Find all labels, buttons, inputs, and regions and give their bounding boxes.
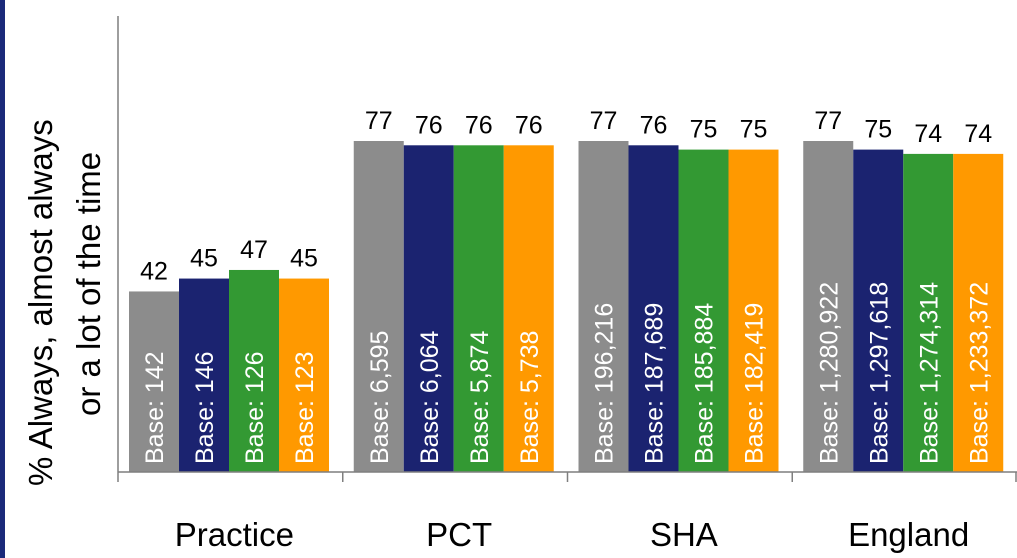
bar-value-label: 74 <box>964 120 992 148</box>
bar-base-label: Base: 185,884 <box>691 303 719 464</box>
bar-base-label: Base: 126 <box>241 351 269 464</box>
bar <box>803 141 854 472</box>
bar <box>403 145 454 472</box>
bar <box>628 145 679 472</box>
bar <box>953 153 1004 472</box>
x-axis-category-label: England <box>848 516 969 553</box>
bar-value-label: 76 <box>465 111 493 139</box>
bar-value-label: 77 <box>365 107 393 135</box>
bar <box>578 141 629 472</box>
labels-layer: 42 Base: 142 45 Base: 146 47 Base: 126 45 Base:… <box>140 107 993 553</box>
bar <box>853 149 904 472</box>
x-axis-category-label: Practice <box>175 516 294 553</box>
bar-base-label: Base: 142 <box>141 351 169 464</box>
x-axis-category-label: PCT <box>426 516 492 553</box>
bar-value-label: 76 <box>640 111 668 139</box>
bar-base-label: Base: 187,689 <box>641 303 669 464</box>
bar-value-label: 76 <box>515 111 543 139</box>
bar-value-label: 45 <box>190 245 218 273</box>
bar <box>179 278 229 472</box>
bar-value-label: 77 <box>590 107 618 135</box>
bar-base-label: Base: 1,233,372 <box>965 282 993 464</box>
bar-base-label: Base: 1,297,618 <box>865 282 893 464</box>
bar-base-label: Base: 1,274,314 <box>915 282 943 464</box>
left-accent-strip <box>0 0 5 558</box>
bar-value-label: 42 <box>140 257 168 285</box>
bar <box>453 145 504 472</box>
bar-value-label: 74 <box>914 120 942 148</box>
bar <box>129 291 179 472</box>
bar-base-label: Base: 196,216 <box>591 303 619 464</box>
bar <box>903 153 954 472</box>
bar-base-label: Base: 5,738 <box>516 331 544 464</box>
bar-value-label: 75 <box>864 116 892 144</box>
bar-value-label: 76 <box>415 111 443 139</box>
y-axis-label-line-1: % Always, almost always <box>22 119 59 486</box>
y-axis-label: % Always, almost always or a lot of the … <box>22 110 107 486</box>
bar <box>728 149 779 472</box>
bar-base-label: Base: 123 <box>291 351 319 464</box>
bar <box>678 149 729 472</box>
bar <box>353 141 404 472</box>
bar-value-label: 75 <box>690 116 718 144</box>
x-axis-category-label: SHA <box>650 516 718 553</box>
bars-layer <box>129 141 1004 472</box>
bar-base-label: Base: 6,064 <box>416 330 444 464</box>
bar <box>279 278 329 472</box>
bar <box>503 145 554 472</box>
bar-value-label: 75 <box>740 116 768 144</box>
axes-layer <box>117 16 1017 482</box>
bar-value-label: 77 <box>814 107 842 135</box>
bar-base-label: Base: 5,874 <box>466 330 494 464</box>
bar-base-label: Base: 146 <box>191 351 219 464</box>
y-axis-label-line-2: or a lot of the time <box>70 152 107 416</box>
bar <box>229 269 279 472</box>
bar-base-label: Base: 182,419 <box>741 303 769 464</box>
bar-base-label: Base: 1,280,922 <box>815 282 843 464</box>
bar-value-label: 47 <box>240 236 268 264</box>
bar-value-label: 45 <box>290 245 318 273</box>
bar-base-label: Base: 6,595 <box>366 331 394 464</box>
